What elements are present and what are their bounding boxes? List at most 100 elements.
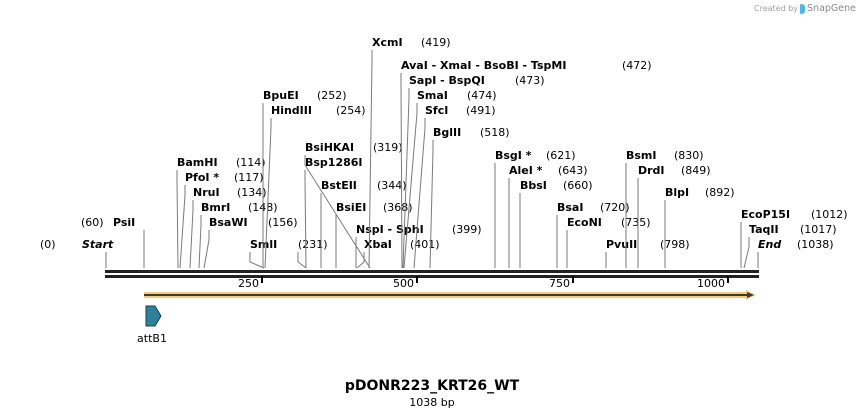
site-position: (1038) [797,238,834,251]
site-position: (491) [466,104,496,117]
cut-site-line [304,155,371,269]
cut-site-line [189,200,194,269]
site-position: (1017) [800,223,837,236]
enzyme-label[interactable]: SmaI [417,89,448,102]
cut-site-line [297,252,307,269]
enzyme-label[interactable]: PsiI [113,216,135,229]
cut-site-line [203,230,210,269]
credit-prefix: Created by [754,4,799,13]
enzyme-label[interactable]: BamHI [177,156,218,169]
enzyme-label[interactable]: BsiHKAI [305,141,354,154]
plasmid-length: 1038 bp [409,396,455,409]
site-position: (60) [81,216,104,229]
cut-site-line [368,50,373,269]
snapgene-credit: Created by SnapGene [754,3,856,14]
enzyme-label[interactable]: EcoP15I [741,208,790,221]
enzyme-label[interactable]: HindIII [271,104,312,117]
cut-site-line [176,170,179,269]
attb1-feature-arrow-icon[interactable] [145,305,162,327]
site-position: (401) [410,238,440,251]
enzyme-label[interactable]: BsaWI [209,216,248,229]
cut-site-line [743,237,750,269]
site-position: (473) [515,74,545,87]
enzyme-label[interactable]: SapI - BspQI [409,74,485,87]
orf-arrow-head [747,292,754,298]
ruler-tick-label: 250 [238,277,259,290]
cut-site-line [402,88,410,269]
cut-site-line [198,215,202,269]
site-position: (0) [40,238,56,251]
site-position: (474) [467,89,497,102]
enzyme-label[interactable]: End [758,238,781,251]
cut-site-line [413,118,426,269]
site-position: (720) [600,201,630,214]
enzyme-label[interactable]: BpuEI [263,89,299,102]
enzyme-label[interactable]: BsmI [626,149,657,162]
enzyme-label[interactable]: BlpI [665,186,689,199]
enzyme-label[interactable]: PfoI * [185,171,219,184]
site-position: (156) [268,216,298,229]
enzyme-label[interactable]: PvuII [606,238,637,251]
cut-site-line [403,103,418,269]
site-position: (798) [660,238,690,251]
enzyme-label[interactable]: TaqII [749,223,779,236]
site-position: (252) [317,89,347,102]
enzyme-label[interactable]: BbsI [520,179,547,192]
enzyme-label[interactable]: BsiEI [336,201,366,214]
site-position: (114) [236,156,266,169]
site-position: (735) [621,216,651,229]
cut-site-line [356,252,365,269]
enzyme-label[interactable]: XcmI [372,36,403,49]
enzyme-label[interactable]: BsgI * [495,149,532,162]
enzyme-label[interactable]: Start [82,238,114,251]
enzyme-label[interactable]: BglII [433,126,461,139]
enzyme-label[interactable]: BsaI [557,201,583,214]
ruler-tick [572,276,574,283]
enzyme-label[interactable]: SfcI [425,104,448,117]
site-position: (518) [480,126,510,139]
enzyme-label[interactable]: SmlI [250,238,277,251]
cut-site-line [179,185,186,269]
enzyme-label[interactable]: Bsp1286I [305,156,363,169]
ruler-tick-label: 1000 [697,277,725,290]
site-position: (660) [563,179,593,192]
enzyme-label[interactable]: NruI [193,186,220,199]
enzyme-label[interactable]: DrdI [638,164,665,177]
ruler-tick [261,276,263,283]
site-position: (344) [377,179,407,192]
cut-site-line [249,252,265,269]
cut-site-line [429,140,434,269]
enzyme-label[interactable]: XbaI [364,238,392,251]
ruler-tick-label: 500 [393,277,414,290]
backbone-bottom-strand [105,275,759,278]
site-position: (892) [705,186,735,199]
site-position: (117) [234,171,264,184]
plasmid-name: pDONR223_KRT26_WT [344,378,520,394]
enzyme-label[interactable]: BstEII [321,179,357,192]
ruler-tick [416,276,418,283]
enzyme-label[interactable]: EcoNI [567,216,602,229]
ruler-tick-label: 750 [549,277,570,290]
site-position: (849) [681,164,711,177]
backbone-top-strand [105,270,759,273]
cut-site-line [304,170,307,269]
enzyme-label[interactable]: BmrI [201,201,230,214]
site-position: (399) [452,223,482,236]
site-position: (419) [421,36,451,49]
cut-site-line [264,118,272,269]
enzyme-label[interactable]: AleI * [509,164,543,177]
site-position: (368) [383,201,413,214]
feature-label[interactable]: attB1 [137,332,167,345]
credit-brand: SnapGene [807,3,856,14]
site-position: (472) [622,59,652,72]
snapgene-logo-icon [800,3,806,14]
enzyme-label[interactable]: NspI - SphI [356,223,424,236]
enzyme-label[interactable]: AvaI - XmaI - BsoBI - TspMI [401,59,566,72]
site-position: (621) [546,149,576,162]
site-position: (134) [237,186,267,199]
site-position: (254) [336,104,366,117]
site-position: (643) [558,164,588,177]
site-position: (1012) [811,208,848,221]
site-position: (830) [674,149,704,162]
